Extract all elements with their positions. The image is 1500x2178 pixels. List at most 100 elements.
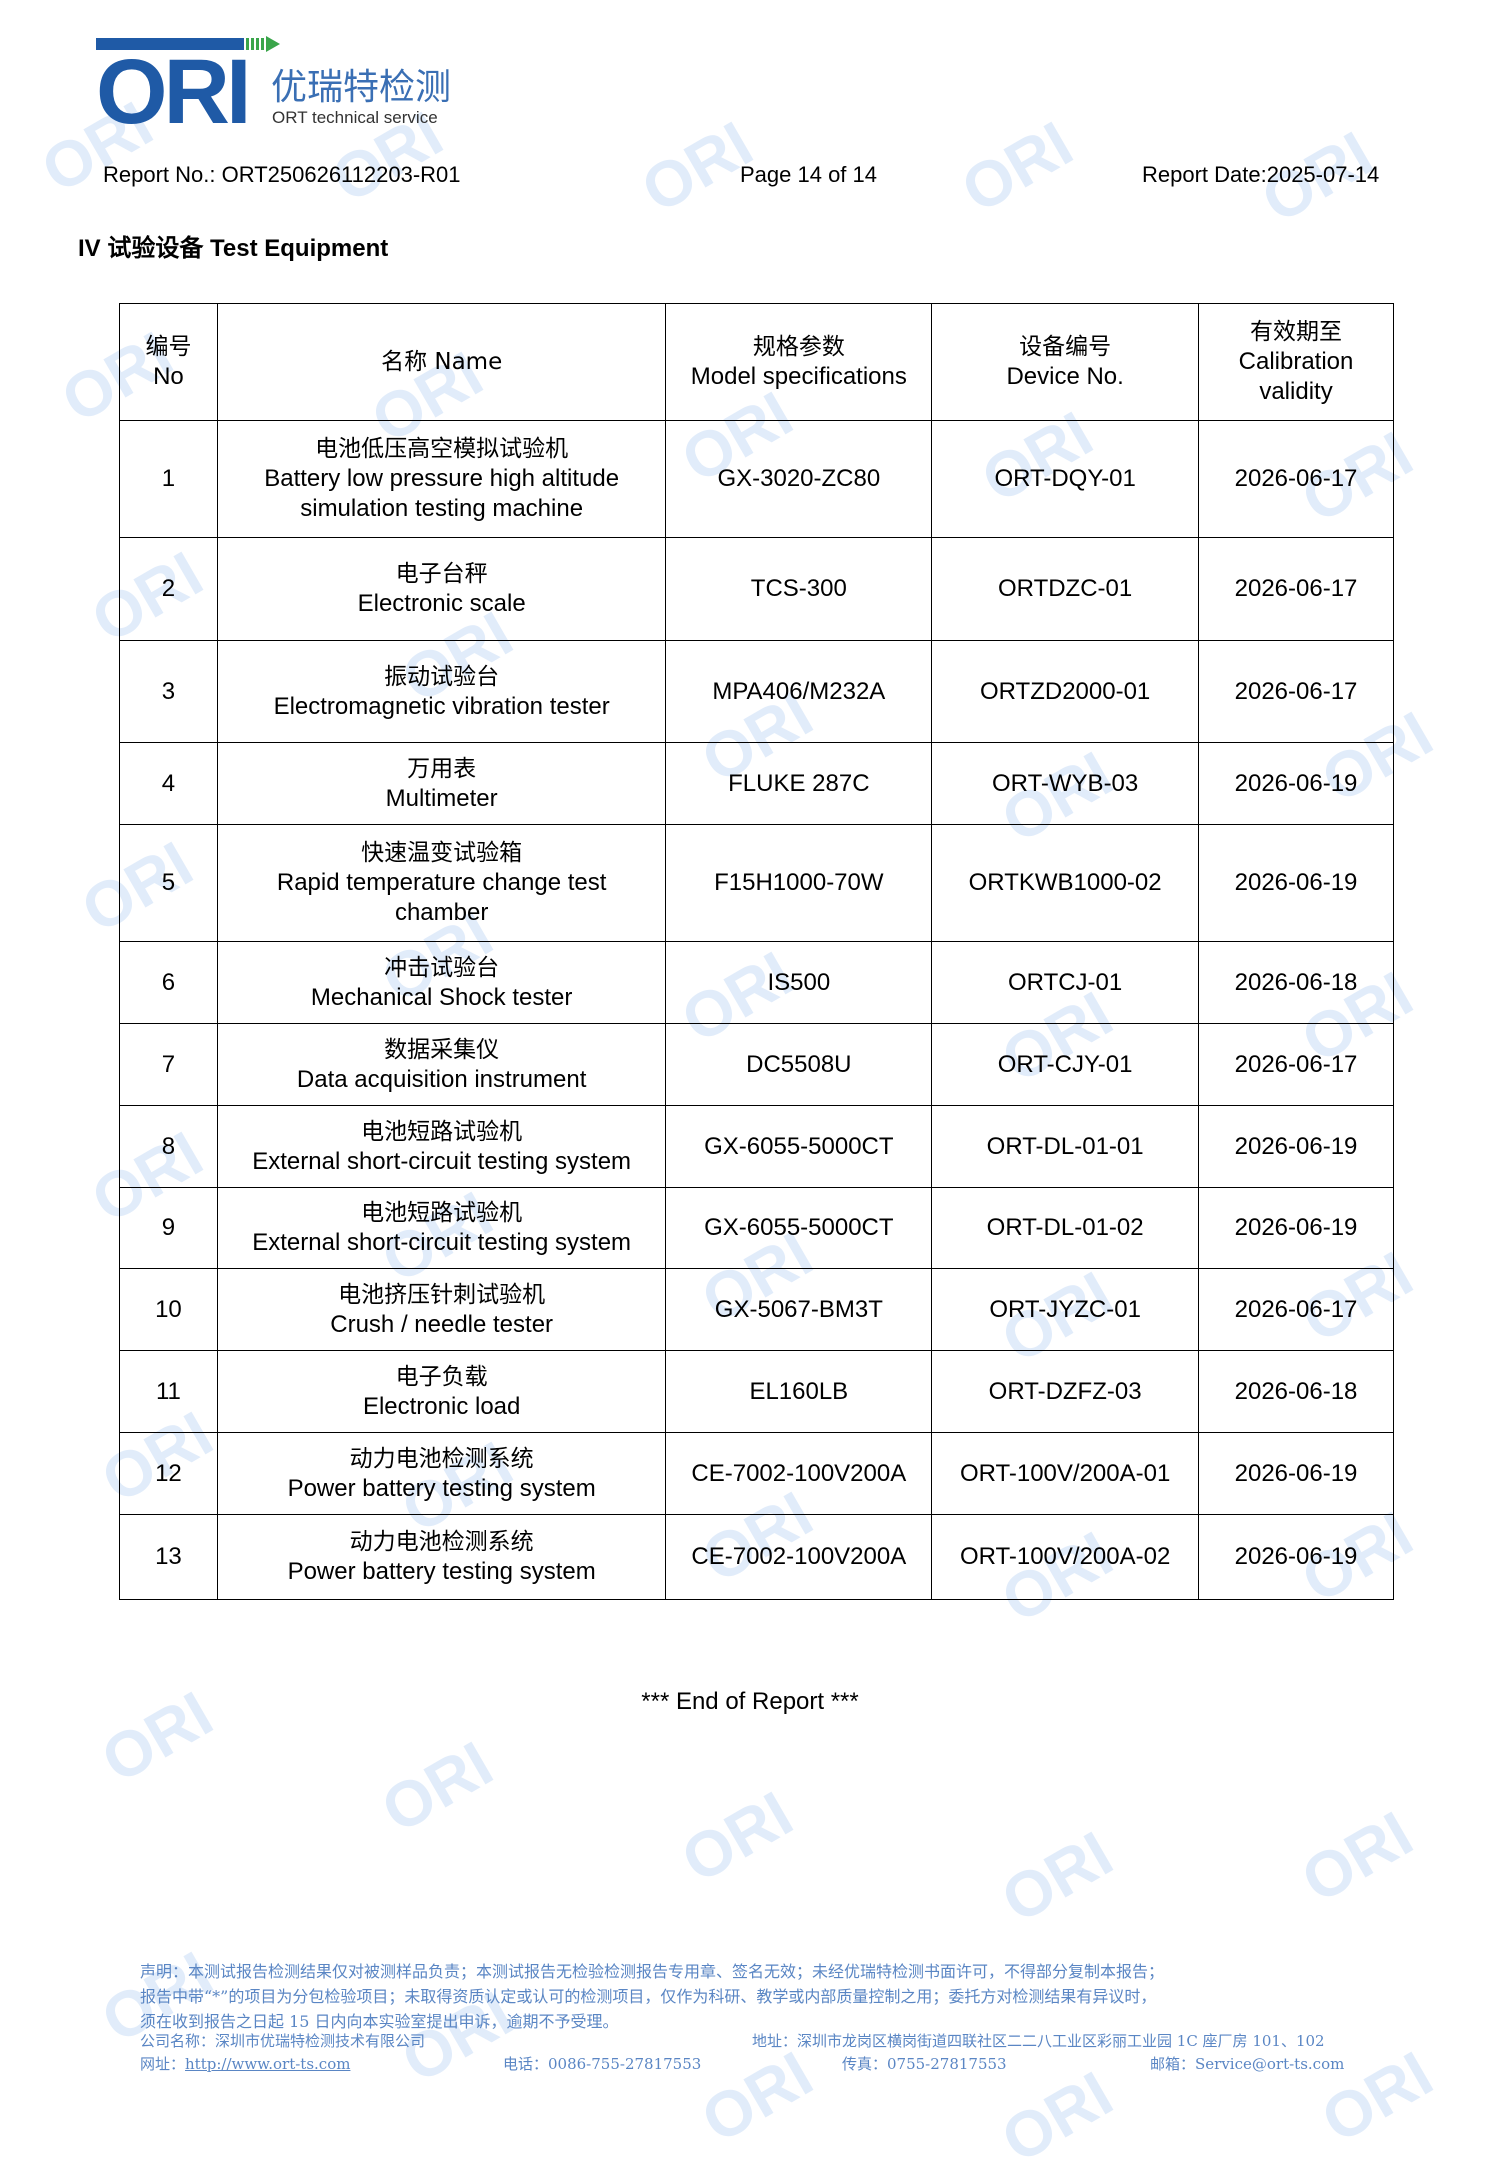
cell-model: DC5508U — [665, 1023, 933, 1106]
watermark-mark: ORI — [669, 1777, 805, 1897]
table-row: 9 电池短路试验机 External short-circuit testing s… — [119, 1187, 1394, 1269]
name-en: External short-circuit testing system — [252, 1229, 632, 1256]
cell-no: 9 — [119, 1187, 218, 1269]
name-cn: 电池短路试验机 — [361, 1118, 523, 1145]
name-en: Multimeter — [385, 784, 498, 812]
name-cn: 动力电池检测系统 — [349, 1445, 534, 1472]
cell-validity: 2026-06-17 — [1198, 1268, 1394, 1351]
cell-validity: 2026-06-19 — [1198, 1105, 1394, 1188]
name-cn: 电池短路试验机 — [361, 1200, 523, 1226]
company-name: 公司名称：深圳市优瑞特检测技术有限公司 — [140, 2032, 426, 2050]
name-en: Electromagnetic vibration tester — [273, 692, 610, 720]
cell-model: CE-7002-100V200A — [665, 1514, 933, 1600]
cell-device: ORT-JYZC-01 — [931, 1268, 1200, 1351]
cell-model: CE-7002-100V200A — [665, 1432, 933, 1515]
table-row: 5 快速温变试验箱 Rapid temperature change test ch… — [119, 824, 1394, 942]
cell-name: 快速温变试验箱 Rapid temperature change test cha… — [216, 824, 667, 942]
cell-no: 6 — [119, 941, 218, 1024]
cell-validity: 2026-06-19 — [1198, 824, 1394, 942]
cell-no: 13 — [119, 1514, 218, 1600]
fax: 传真：0755-27817553 — [842, 2055, 1007, 2073]
name-en: External short-circuit testing system — [252, 1147, 632, 1175]
cell-device: ORT-DL-01-01 — [931, 1105, 1200, 1188]
cell-validity: 2026-06-17 — [1198, 1023, 1394, 1106]
header-device: 设备编号 Device No. — [931, 303, 1200, 421]
cell-model: MPA406/M232A — [665, 640, 933, 743]
report-number: Report No.: ORT250626112203-R01 — [103, 162, 461, 187]
cell-name: 电池短路试验机 External short-circuit testing sy… — [216, 1187, 667, 1269]
report-date: Report Date:2025-07-14 — [1142, 162, 1380, 187]
cell-model: GX-6055-5000CT — [665, 1187, 933, 1269]
name-en: Mechanical Shock tester — [310, 983, 573, 1011]
cell-no: 7 — [119, 1023, 218, 1106]
cell-device: ORTCJ-01 — [931, 941, 1200, 1024]
header-no: 编号 No — [119, 303, 218, 421]
name-cn: 电子负载 — [395, 1363, 488, 1390]
name-cn: 万用表 — [407, 755, 477, 782]
cell-no: 12 — [119, 1432, 218, 1515]
cell-no: 3 — [119, 640, 218, 743]
cell-model: TCS-300 — [665, 537, 933, 641]
cell-validity: 2026-06-18 — [1198, 1350, 1394, 1433]
cell-name: 振动试验台 Electromagnetic vibration tester — [216, 640, 667, 743]
section-title: IV 试验设备 Test Equipment — [78, 235, 389, 262]
company-address: 地址：深圳市龙岗区横岗街道四联社区二二八工业区彩丽工业园 1C 座厂房 101、… — [752, 2032, 1325, 2050]
cell-no: 11 — [119, 1350, 218, 1433]
name-cn: 数据采集仪 — [384, 1036, 500, 1063]
name-cn: 快速温变试验箱 — [361, 840, 523, 866]
table-row: 8 电池短路试验机 External short-circuit testing s… — [119, 1105, 1394, 1188]
logo-stripes — [246, 38, 264, 50]
website-link[interactable]: http://www.ort-ts.com — [185, 2055, 351, 2073]
cell-validity: 2026-06-19 — [1198, 1432, 1394, 1515]
cell-device: ORTKWB1000-02 — [931, 824, 1200, 942]
cell-no: 10 — [119, 1268, 218, 1351]
cell-validity: 2026-06-17 — [1198, 640, 1394, 743]
table-row: 7 数据采集仪 Data acquisition instrument DC5508U… — [119, 1023, 1394, 1106]
disclaimer-line-1: 声明：本测试报告检测结果仅对被测样品负责；本测试报告无检验检测报告专用章、签名无… — [140, 1962, 1165, 1981]
cell-name: 冲击试验台 Mechanical Shock tester — [216, 941, 667, 1024]
table-row: 13 动力电池检测系统 Power battery testing system CE… — [119, 1514, 1394, 1600]
watermark-mark: ORI — [949, 107, 1085, 227]
name-cn: 冲击试验台 — [384, 954, 500, 981]
cell-model: F15H1000-70W — [665, 824, 933, 942]
cell-no: 4 — [119, 742, 218, 825]
end-of-report: *** End of Report *** — [641, 1688, 859, 1715]
cell-no: 5 — [119, 824, 218, 942]
company-logo: ORI 优瑞特检测 ORT technical service — [96, 36, 456, 138]
cell-model: GX-5067-BM3T — [665, 1268, 933, 1351]
cell-model: EL160LB — [665, 1350, 933, 1433]
cell-name: 动力电池检测系统 Power battery testing system — [216, 1432, 667, 1515]
watermark-mark: ORI — [1289, 1797, 1425, 1917]
table-header-row: 编号 No 名称 Name 规格参数 Model specifications 设备… — [119, 303, 1394, 421]
logo-bar — [96, 38, 244, 50]
website-row: 网址：http://www.ort-ts.com — [140, 2053, 350, 2074]
cell-no: 8 — [119, 1105, 218, 1188]
table-row: 4 万用表 Multimeter FLUKE 287C ORT-WYB-03 2026-0… — [119, 742, 1394, 825]
logo-name-en: ORT technical service — [272, 108, 438, 127]
phone: 电话：0086-755-27817553 — [503, 2055, 702, 2073]
name-en: Battery low pressure high altitude simul… — [264, 465, 620, 522]
watermark-mark: ORI — [689, 2037, 825, 2157]
table-row: 10 电池挤压针刺试验机 Crush / needle tester GX-5067-… — [119, 1268, 1394, 1351]
cell-name: 电池挤压针刺试验机 Crush / needle tester — [216, 1268, 667, 1351]
cell-device: ORT-CJY-01 — [931, 1023, 1200, 1106]
name-en: Data acquisition instrument — [296, 1065, 587, 1093]
website-label: 网址： — [140, 2055, 186, 2073]
name-cn: 电子台秤 — [395, 561, 488, 587]
disclaimer-line-3: 须在收到报告之日起 15 日内向本实验室提出申诉，逾期不予受理。 — [140, 2012, 619, 2031]
cell-validity: 2026-06-18 — [1198, 941, 1394, 1024]
table-row: 1 电池低压高空模拟试验机 Battery low pressure high al… — [119, 420, 1394, 538]
cell-validity: 2026-06-19 — [1198, 1187, 1394, 1269]
cell-name: 电子台秤 Electronic scale — [216, 537, 667, 641]
cell-device: ORT-100V/200A-02 — [931, 1514, 1200, 1600]
cell-validity: 2026-06-17 — [1198, 537, 1394, 641]
cell-model: IS500 — [665, 941, 933, 1024]
cell-validity: 2026-06-17 — [1198, 420, 1394, 538]
cell-device: ORT-DZFZ-03 — [931, 1350, 1200, 1433]
name-cn: 振动试验台 — [384, 663, 500, 690]
watermark-mark: ORI — [369, 1727, 505, 1847]
email: 邮箱：Service@ort-ts.com — [1150, 2055, 1345, 2073]
name-cn: 电池挤压针刺试验机 — [338, 1281, 546, 1308]
header-validity: 有效期至 Calibration validity — [1198, 303, 1394, 421]
cell-device: ORT-DQY-01 — [931, 420, 1200, 538]
